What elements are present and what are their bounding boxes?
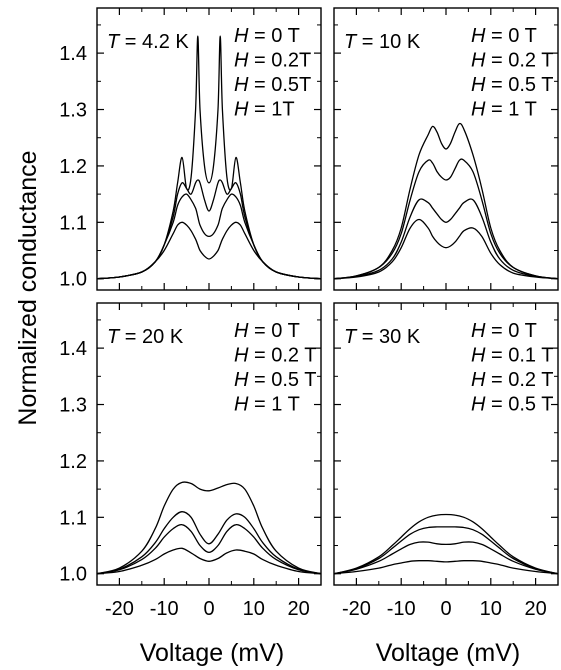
x-tick-label: 0 (203, 598, 214, 620)
series-line-4 (96, 221, 322, 280)
series-line-3 (96, 523, 322, 575)
x-tick-label: 20 (287, 598, 309, 620)
x-tick-label: 20 (524, 598, 546, 620)
field-label: H = 0.5 T (471, 394, 553, 416)
y-tick-label: 1.3 (59, 100, 87, 122)
series-line-2 (96, 179, 322, 280)
temperature-label: T = 4.2 K (107, 31, 189, 53)
y-tick-label: 1.3 (59, 395, 87, 417)
series-line-1 (96, 481, 322, 575)
x-tick-label: -20 (105, 598, 134, 620)
series-line-1 (96, 35, 322, 280)
x-tick-label: -10 (387, 598, 416, 620)
y-tick-label: 1.0 (59, 564, 87, 586)
field-label: H = 1T (234, 99, 295, 121)
field-label: H = 0.2 T (234, 345, 316, 367)
y-tick-label: 1.0 (59, 269, 87, 291)
field-label: H = 1 T (471, 99, 537, 121)
panel-3: -20 -10 0 10 20 1.0 1.1 1.2 1.3 1.4 T = 20 K H = 0 … (59, 302, 322, 620)
field-label: H = 0.2 T (471, 369, 553, 391)
series-line-4 (333, 560, 559, 575)
y-tick-label: 1.1 (59, 212, 87, 234)
x-tick-label: 10 (243, 598, 265, 620)
field-label: H = 0 T (234, 320, 300, 342)
field-label: H = 0.5T (234, 74, 311, 96)
y-tick-label: 1.4 (59, 43, 87, 65)
field-label: H = 0 T (471, 320, 537, 342)
series-line-4 (333, 218, 559, 280)
series-line-2 (333, 158, 559, 280)
series-line-4 (96, 547, 322, 575)
field-label: H = 0 T (234, 25, 300, 47)
x-axis-label-left: Voltage (mV) (140, 639, 285, 667)
x-tick-label: -20 (342, 598, 371, 620)
y-tick-label: 1.2 (59, 451, 87, 473)
field-label: H = 0.1 T (471, 345, 553, 367)
field-label: H = 0.2T (234, 50, 311, 72)
series-line-1 (333, 513, 559, 575)
series-line-2 (96, 511, 322, 575)
series-line-1 (333, 122, 559, 280)
field-label: H = 0 T (471, 25, 537, 47)
field-label: H = 1 T (234, 394, 300, 416)
field-label: H = 0.5 T (471, 74, 553, 96)
temperature-label: T = 30 K (344, 326, 421, 348)
temperature-label: T = 20 K (107, 326, 184, 348)
x-axis-label-right: Voltage (mV) (376, 639, 521, 667)
y-axis-label: Normalized conductance (14, 150, 42, 425)
series-line-3 (333, 198, 559, 280)
series-line-3 (96, 193, 322, 280)
panel-2: T = 10 K H = 0 T H = 0.2 TH = 0.5 T H = 1 T (333, 7, 559, 291)
field-label: H = 0.2 T (471, 50, 553, 72)
y-tick-label: 1.4 (59, 338, 87, 360)
x-tick-label: -10 (150, 598, 179, 620)
y-tick-label: 1.1 (59, 507, 87, 529)
series-line-2 (333, 526, 559, 575)
x-tick-label: 10 (480, 598, 502, 620)
x-tick-label: 0 (440, 598, 451, 620)
y-tick-label: 1.2 (59, 156, 87, 178)
temperature-label: T = 10 K (344, 31, 421, 53)
series-line-3 (333, 541, 559, 575)
field-label: H = 0.5 T (234, 369, 316, 391)
